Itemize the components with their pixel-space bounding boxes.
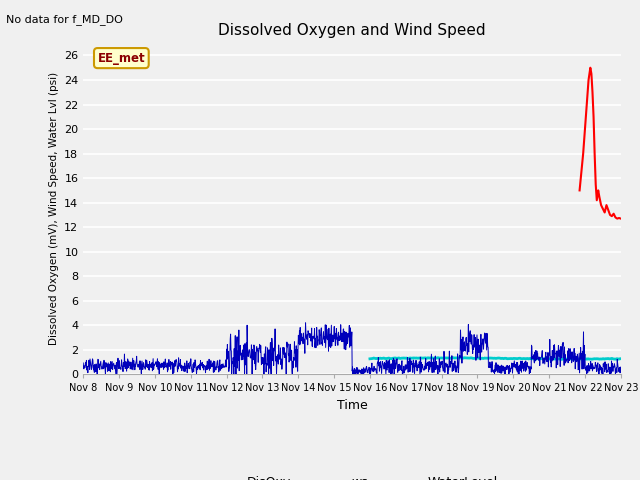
Text: No data for f_MD_DO: No data for f_MD_DO [6, 14, 124, 25]
Title: Dissolved Oxygen and Wind Speed: Dissolved Oxygen and Wind Speed [218, 23, 486, 38]
Y-axis label: Dissolved Oxygen (mV), Wind Speed, Water Lvl (psi): Dissolved Oxygen (mV), Wind Speed, Water… [49, 72, 58, 346]
X-axis label: Time: Time [337, 399, 367, 412]
Legend: DisOxy, ws, WaterLevel: DisOxy, ws, WaterLevel [201, 471, 503, 480]
Text: EE_met: EE_met [97, 52, 145, 65]
